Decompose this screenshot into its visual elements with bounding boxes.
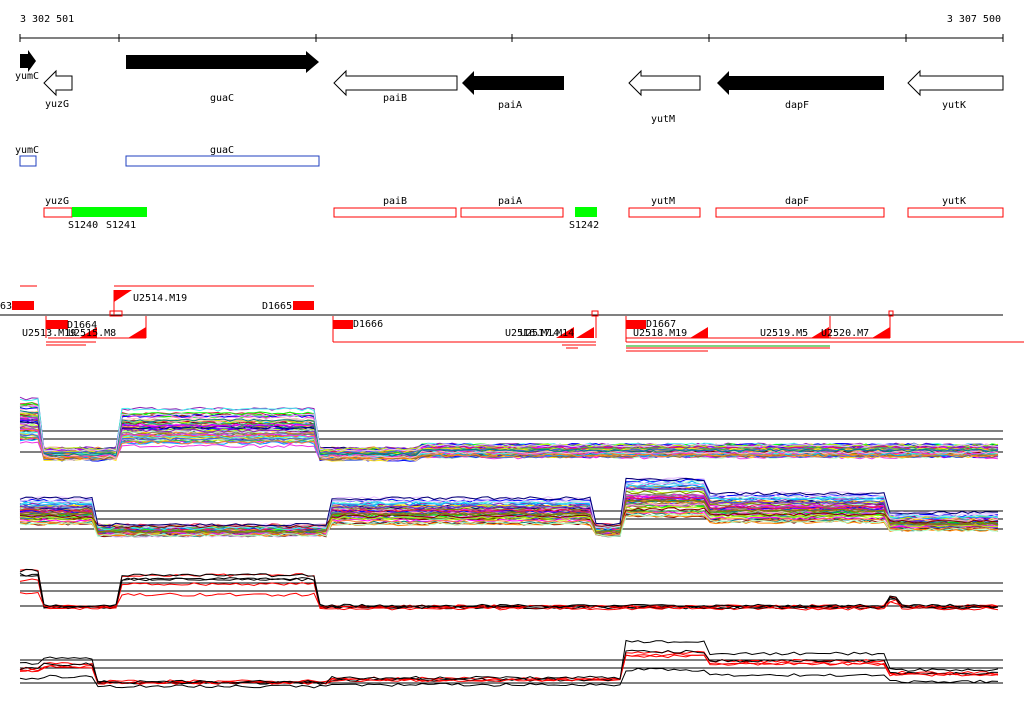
- ruler-end-label: 3 307 500: [947, 14, 1001, 25]
- coordinate-ruler: 3 302 501 3 307 500: [19, 14, 1004, 42]
- red-feature-yuzG[interactable]: yuzG: [43, 196, 73, 218]
- green-block-S1241[interactable]: S1241: [106, 207, 147, 231]
- expression-panel-2: [19, 476, 1003, 538]
- svg-text:yutM: yutM: [651, 196, 675, 207]
- segment-label-1: D1664: [67, 320, 97, 331]
- svg-text:guaC: guaC: [210, 93, 234, 104]
- gene-arrow-guaC[interactable]: guaC: [126, 51, 319, 104]
- expression-panel-1: [19, 396, 1003, 462]
- svg-text:yumC: yumC: [15, 71, 39, 82]
- red-feature-track: yuzG paiB paiA yutM dapF yutK: [43, 196, 1004, 218]
- svg-text:yuzG: yuzG: [45, 99, 69, 110]
- expression-panel-3: [19, 568, 1003, 611]
- svg-text:dapF: dapF: [785, 100, 809, 111]
- gene-arrow-dapF[interactable]: dapF: [717, 71, 884, 111]
- blue-feature-yumC[interactable]: yumC: [15, 145, 39, 167]
- svg-text:paiB: paiB: [383, 93, 407, 104]
- red-feature-paiA[interactable]: paiA: [460, 196, 564, 218]
- red-feature-paiB[interactable]: paiB: [333, 196, 457, 218]
- gene-arrow-yuzG[interactable]: yuzG: [43, 69, 73, 110]
- segment-label-7: U2516.M14: [505, 328, 559, 339]
- segment-label-11: U2519.M5: [760, 328, 808, 339]
- gene-arrow-paiB[interactable]: paiB: [333, 69, 458, 104]
- segment-label-6: D1666: [353, 319, 383, 330]
- red-feature-yutK[interactable]: yutK: [907, 196, 1004, 218]
- expression-panel-4: [19, 639, 1003, 689]
- segment-label-9: D1667: [646, 319, 676, 330]
- svg-text:S1242: S1242: [569, 220, 599, 231]
- gene-arrow-yutK[interactable]: yutK: [907, 69, 1004, 111]
- segment-label-3: U2515.M8: [68, 328, 116, 339]
- svg-text:dapF: dapF: [785, 196, 809, 207]
- svg-text:S1241: S1241: [106, 220, 136, 231]
- svg-text:paiB: paiB: [383, 196, 407, 207]
- gene-arrow-yumC[interactable]: yumC: [15, 50, 39, 82]
- svg-text:yutK: yutK: [942, 100, 966, 111]
- segment-label-2: U2513.M19: [22, 328, 76, 339]
- svg-text:paiA: paiA: [498, 196, 522, 207]
- segment-label-5: D1665: [262, 301, 292, 312]
- segment-track: 63 D1664 U2513.M19 U2515.M8 U2514.M19 D1…: [0, 285, 1024, 352]
- segment-label-4: U2514.M19: [133, 293, 187, 304]
- segment-label-10: U2518.M19: [633, 328, 687, 339]
- green-block-track: S1240 S1241 S1242: [68, 207, 599, 231]
- segment-label-12: U2520.M7: [821, 328, 869, 339]
- blue-feature-track: yumC guaC: [15, 145, 320, 167]
- svg-text:yuzG: yuzG: [45, 196, 69, 207]
- ruler-start-label: 3 302 501: [20, 14, 74, 25]
- red-feature-dapF[interactable]: dapF: [715, 196, 885, 218]
- green-block-S1242[interactable]: S1242: [569, 207, 599, 231]
- red-feature-yutM[interactable]: yutM: [628, 196, 701, 218]
- svg-text:yumC: yumC: [15, 145, 39, 156]
- gene-arrow-paiA[interactable]: paiA: [462, 71, 564, 111]
- svg-text:paiA: paiA: [498, 100, 522, 111]
- segment-label-0: 63: [0, 301, 12, 312]
- svg-text:yutK: yutK: [942, 196, 966, 207]
- gene-arrows-track: yumC yuzG guaC paiB paiA yutM dapF yutK: [15, 50, 1004, 125]
- svg-text:guaC: guaC: [210, 145, 234, 156]
- segment-label-8: U2517.M14: [520, 328, 574, 339]
- green-block-S1240[interactable]: S1240: [68, 207, 107, 231]
- svg-text:S1240: S1240: [68, 220, 98, 231]
- gene-arrow-yutM[interactable]: yutM: [628, 69, 701, 125]
- blue-feature-guaC[interactable]: guaC: [125, 145, 320, 167]
- svg-text:yutM: yutM: [651, 114, 675, 125]
